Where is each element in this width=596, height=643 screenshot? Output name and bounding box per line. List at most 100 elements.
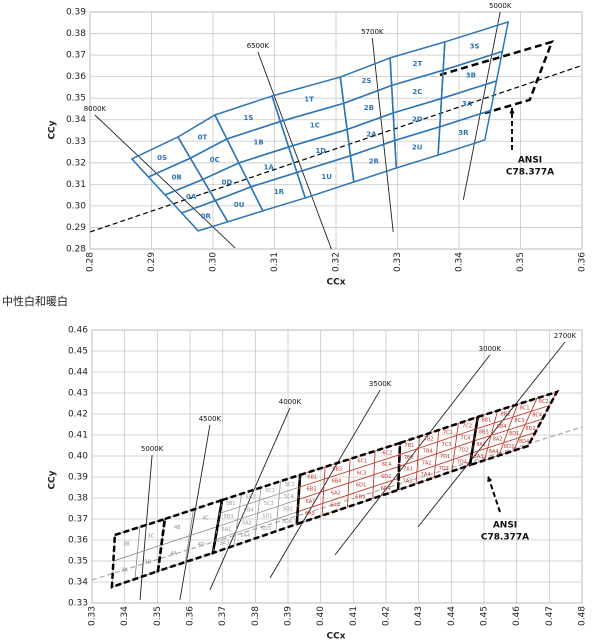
- bin-label: 4B: [174, 525, 181, 531]
- bin-label: 4A: [170, 551, 177, 557]
- bin-label: 1A: [264, 163, 275, 171]
- y-tick-label: 0.42: [68, 410, 88, 420]
- cct-label: 4500K: [199, 415, 222, 423]
- bin-label: 1T: [304, 95, 314, 103]
- cct-label: 4000K: [279, 398, 302, 406]
- x-axis-title: CCx: [326, 278, 345, 288]
- bin-label: 8B1: [481, 417, 491, 423]
- bin-label: 5B4: [244, 507, 254, 513]
- bin-label: 0R: [201, 213, 212, 221]
- y-tick-label: 0.32: [66, 158, 86, 168]
- bin-label: 8C1: [520, 405, 530, 411]
- bin-label: 8C2: [539, 399, 549, 405]
- bin-label: 7A2: [422, 460, 432, 466]
- bin-label: 5C1: [265, 488, 275, 494]
- y-tick-label: 0.39: [68, 473, 88, 483]
- bin-label: 6B3: [307, 487, 317, 493]
- bin-label: 5B1: [226, 501, 236, 507]
- x-tick-label: 0.48: [578, 606, 588, 626]
- cct-label: 2700K: [554, 332, 577, 340]
- bin-label: 0T: [198, 133, 208, 141]
- bin-label: 7A3: [403, 478, 413, 484]
- y-tick-label: 0.35: [68, 557, 88, 567]
- bin-label: 7D1: [440, 454, 450, 460]
- y-tick-label: 0.30: [66, 201, 86, 211]
- cct-line: [462, 12, 501, 200]
- bin-label: 5C3: [264, 501, 274, 507]
- bin-label: 7B4: [423, 449, 433, 455]
- bin-label: 7B3: [404, 455, 414, 461]
- cct-line: [269, 389, 381, 579]
- bin-label: 3A: [121, 568, 128, 574]
- x-tick-label: 0.46: [512, 606, 522, 626]
- x-tick-label: 0.29: [147, 252, 157, 272]
- x-tick-label: 0.44: [447, 606, 457, 626]
- x-tick-label: 0.34: [120, 606, 130, 626]
- bin-label: 8A3: [474, 454, 484, 460]
- x-tick-label: 0.31: [270, 252, 280, 272]
- bin-label: 3A: [462, 100, 473, 108]
- bin-label: 2S: [361, 77, 371, 85]
- bin-label: 7C3: [442, 442, 452, 448]
- bin-label: 8A2: [493, 437, 503, 443]
- cct-label: 3000K: [479, 345, 502, 353]
- bin-label: 5A3: [220, 540, 230, 546]
- x-tick-label: 0.37: [218, 606, 228, 626]
- y-tick-label: 0.40: [68, 452, 88, 462]
- bin-label: 7D4: [457, 460, 467, 466]
- y-tick-label: 0.36: [66, 72, 86, 82]
- y-tick-label: 0.38: [66, 29, 86, 39]
- bin-label: 2A: [366, 131, 377, 139]
- bin-label: 3B: [123, 541, 130, 547]
- cct-line: [257, 51, 332, 249]
- y-tick-label: 0.31: [66, 180, 86, 190]
- y-tick-label: 0.44: [68, 368, 88, 378]
- annotation-arrow: [487, 475, 501, 513]
- y-axis-title: CCy: [48, 120, 58, 139]
- bin-label: 8D3: [504, 444, 514, 450]
- x-tick-label: 0.34: [455, 252, 465, 272]
- section-heading: 中性白和暖白: [2, 294, 68, 308]
- bin-label: 7B2: [424, 437, 434, 443]
- x-tick-label: 0.41: [349, 606, 359, 626]
- y-tick-label: 0.33: [66, 137, 86, 147]
- bin-label: 6A4: [330, 503, 340, 509]
- bin-label: 7A4: [421, 472, 431, 478]
- y-tick-label: 0.38: [68, 494, 88, 504]
- bin-label: 5D4: [282, 519, 292, 525]
- bin-label: 8A4: [489, 449, 499, 455]
- bin-label: 5C4: [284, 494, 294, 500]
- y-tick-label: 0.36: [68, 536, 88, 546]
- x-tick-label: 0.32: [332, 252, 342, 272]
- chart: 0.28 0.29 0.30 0.31 0.32 0.33 0.34 0.35 0.36 0.28…: [48, 2, 588, 288]
- y-tick-label: 0.34: [68, 578, 88, 588]
- bin-label: 7C1: [443, 430, 453, 436]
- annotation: ANSI: [493, 521, 517, 531]
- cct-line: [179, 424, 211, 601]
- y-tick-label: 0.45: [68, 347, 88, 357]
- y-tick-label: 0.33: [68, 599, 88, 609]
- bin-label: 7C4: [460, 436, 470, 442]
- x-tick-label: 0.33: [393, 252, 403, 272]
- x-tick-label: 0.35: [516, 252, 526, 272]
- bin-label: 6C4: [382, 462, 392, 468]
- ansi-quadrangle: [295, 441, 402, 526]
- bin-label: 3S: [470, 42, 480, 50]
- bin-label: 2B: [364, 104, 374, 112]
- bin-label: 3R: [458, 129, 469, 137]
- x-tick-label: 0.43: [414, 606, 424, 626]
- plot-area: [91, 329, 583, 604]
- bin-label: 2D: [412, 116, 423, 124]
- bin-label: 4D: [198, 542, 205, 548]
- bin-label: 1U: [321, 173, 332, 181]
- x-tick-label: 0.42: [382, 606, 392, 626]
- bin-label: 6A2: [331, 491, 341, 497]
- bin-label: 6D4: [381, 486, 391, 492]
- y-tick-label: 0.43: [68, 389, 88, 399]
- bin-label: 5B3: [224, 514, 234, 520]
- x-tick-label: 0.36: [186, 606, 196, 626]
- bin-label: 7B1: [405, 443, 415, 449]
- bin-label: 8D1: [509, 431, 519, 437]
- bin-label: 5D3: [261, 526, 271, 532]
